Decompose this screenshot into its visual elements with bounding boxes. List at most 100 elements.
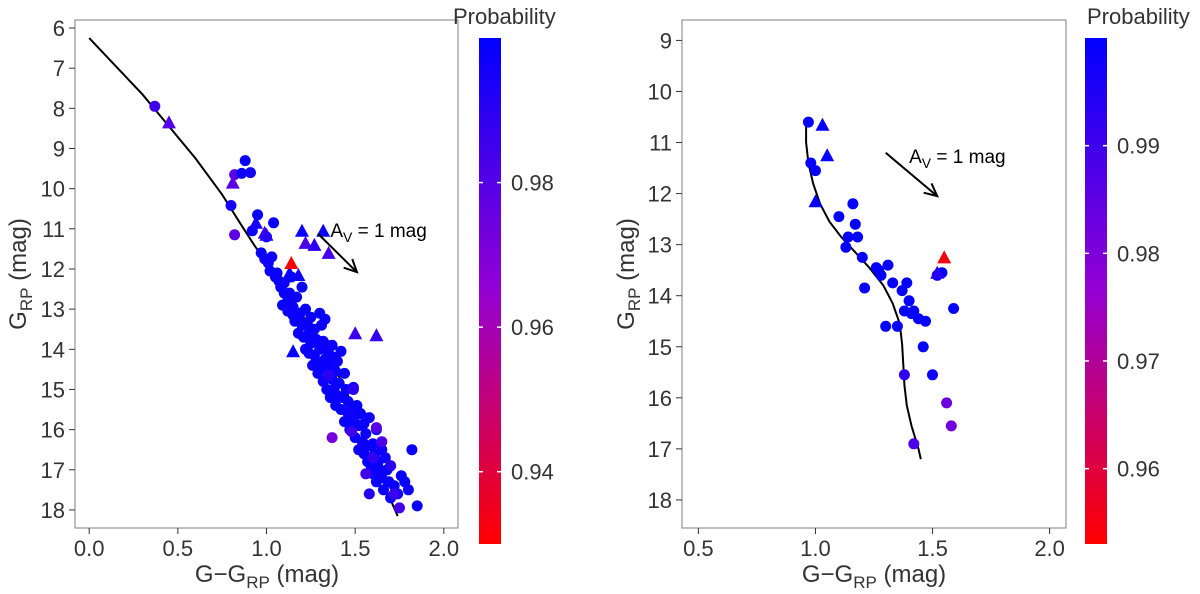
colorbar-tick-label: 0.94 (511, 460, 554, 485)
member-point-circle (236, 167, 248, 179)
member-point-triangle (282, 266, 297, 279)
member-point-circle (355, 408, 366, 419)
member-point-circle (810, 165, 821, 177)
member-point-circle (385, 460, 397, 472)
member-point-circle (363, 488, 375, 500)
member-point-circle (941, 397, 953, 409)
member-point-triangle (295, 223, 309, 237)
member-point-circle (291, 291, 303, 303)
y-tick-label: 7 (53, 56, 65, 81)
x-tick-label: 0.0 (74, 536, 105, 561)
extinction-arrow-head (923, 182, 939, 198)
member-point-circle (856, 251, 868, 263)
member-point-circle (379, 452, 391, 464)
extinction-arrow (885, 151, 938, 197)
y-tick-label: 15 (648, 335, 672, 360)
member-point-circle (363, 412, 375, 424)
member-point-circle (406, 444, 418, 456)
member-point-circle (802, 116, 814, 128)
y-tick-label: 6 (53, 16, 65, 41)
x-tick-label: 0.5 (163, 536, 194, 561)
colorbar-tick-label: 0.96 (1117, 457, 1160, 482)
member-point-triangle (284, 256, 299, 269)
member-point-circle (326, 432, 338, 444)
member-point-circle (370, 422, 382, 434)
member-point-circle (840, 241, 852, 253)
y-tick-label: 16 (41, 418, 65, 443)
left-colorbar (479, 38, 501, 544)
member-point-circle (882, 259, 894, 271)
extinction-arrow (317, 232, 358, 273)
y-tick-label: 13 (41, 297, 65, 322)
member-point-circle (945, 420, 957, 432)
member-point-circle (898, 369, 910, 381)
member-point-circle (347, 384, 359, 395)
member-point-triangle (937, 250, 952, 264)
y-tick-label: 8 (53, 96, 65, 121)
member-point-circle (833, 211, 845, 223)
colorbar-tick-label: 0.97 (1117, 349, 1160, 374)
y-tick-label: 17 (648, 437, 672, 462)
right-y-axis: 9 10 11 12 13 14 15 16 17 18 (648, 28, 682, 513)
member-point-circle (367, 438, 379, 450)
member-point-circle (917, 341, 929, 353)
member-point-triangle (321, 245, 336, 259)
left-colorbar-ticks: 0.94 0.96 0.98 (479, 171, 554, 485)
member-point-circle (880, 320, 892, 332)
member-point-circle (903, 295, 915, 307)
left-y-axis-label: GRP (mag) (5, 218, 36, 330)
y-tick-label: 12 (41, 257, 65, 282)
right-x-axis: 0.5 1.0 1.5 2.0 (683, 528, 1065, 561)
y-tick-label: 11 (649, 131, 672, 156)
member-point-circle (149, 100, 161, 112)
x-tick-label: 1.5 (917, 536, 948, 561)
x-tick-label: 1.0 (251, 536, 282, 561)
y-tick-label: 10 (648, 79, 672, 104)
member-point-triangle (348, 326, 363, 340)
member-point-triangle (316, 223, 331, 237)
right-y-axis-label: GRP (mag) (613, 218, 644, 330)
y-tick-label: 13 (648, 233, 672, 258)
member-point-triangle (307, 237, 322, 251)
member-point-circle (360, 468, 372, 480)
member-point-circle (378, 484, 389, 496)
y-tick-label: 17 (41, 458, 65, 483)
member-point-circle (847, 198, 859, 210)
member-point-circle (331, 355, 343, 367)
extinction-arrow-label: AV = 1 mag (909, 147, 1006, 171)
member-point-triangle (808, 194, 823, 208)
member-point-circle (346, 426, 358, 438)
right-colorbar-ticks: 0.96 0.97 0.98 0.99 (1085, 134, 1160, 482)
colorbar-tick-label: 0.98 (1117, 241, 1160, 266)
y-tick-label: 11 (42, 217, 65, 242)
member-point-circle (842, 231, 854, 243)
member-point-circle (891, 320, 903, 332)
member-point-triangle (369, 328, 384, 342)
left-plot-area: AV = 1 mag (88, 37, 427, 517)
member-point-circle (326, 339, 338, 351)
left-x-axis: 0.0 0.5 1.0 1.5 2.0 (74, 528, 459, 561)
member-point-circle (323, 369, 335, 381)
member-point-triangle (248, 215, 263, 229)
y-tick-label: 10 (41, 177, 65, 202)
member-point-circle (296, 281, 308, 293)
y-tick-label: 18 (648, 488, 672, 513)
x-tick-label: 2.0 (429, 536, 460, 561)
y-tick-label: 14 (648, 284, 672, 309)
member-point-circle (319, 313, 331, 325)
y-tick-label: 9 (660, 28, 672, 53)
right-x-axis-label: G−GRP (mag) (802, 561, 946, 592)
member-point-circle (335, 345, 347, 357)
isochrone-line (805, 122, 922, 460)
member-point-circle (305, 311, 317, 323)
member-point-circle (252, 209, 264, 221)
member-point-triangle (286, 344, 301, 358)
member-point-triangle (259, 227, 274, 241)
colorbar-tick-label: 0.96 (511, 315, 554, 340)
member-point-triangle (815, 117, 830, 131)
right-plot-area: AV = 1 mag (802, 116, 1006, 460)
colorbar-tick-label: 0.99 (1117, 134, 1160, 159)
colorbar-tick-label: 0.98 (511, 171, 554, 196)
member-point-circle (859, 282, 871, 294)
member-point-circle (411, 500, 423, 512)
